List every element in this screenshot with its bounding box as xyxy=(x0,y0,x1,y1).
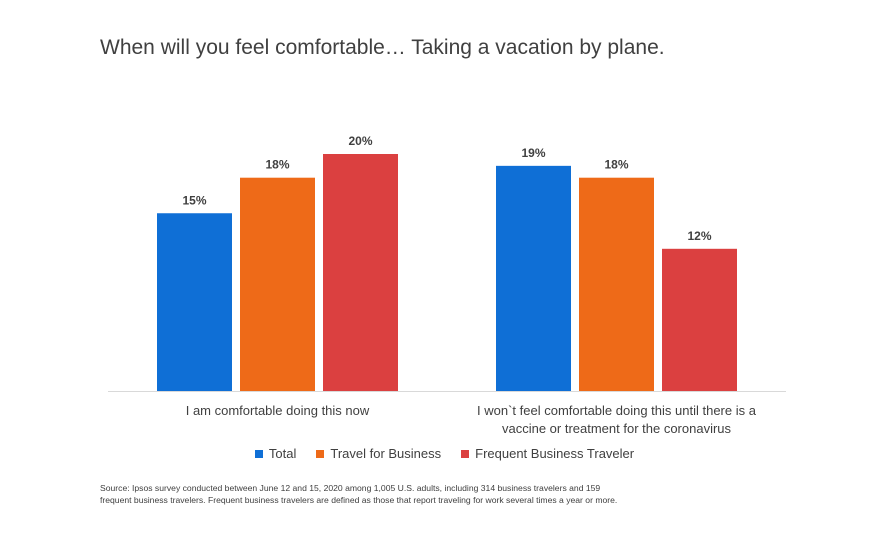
bar xyxy=(240,177,315,391)
data-label: 18% xyxy=(265,158,289,172)
bar xyxy=(579,177,654,391)
legend-swatch-frequent-business-traveler xyxy=(461,449,470,458)
legend-item-total: Total xyxy=(254,446,297,461)
source-line: Source: Ipsos survey conducted between J… xyxy=(100,483,601,493)
legend-item-travel-for-business: Travel for Business xyxy=(316,446,441,461)
legend-swatch-travel-for-business xyxy=(316,449,325,458)
data-label: 20% xyxy=(348,134,372,148)
legend-item-frequent-business-traveler: Frequent Business Traveler xyxy=(461,446,634,461)
bar xyxy=(157,213,232,391)
data-label: 12% xyxy=(687,229,711,243)
category-label: I won`t feel comfortable doing this unti… xyxy=(477,403,757,418)
data-label: 15% xyxy=(182,193,206,207)
source-line: frequent business travelers. Frequent bu… xyxy=(100,495,618,505)
legend-label-frequent-business-traveler: Frequent Business Traveler xyxy=(475,446,635,461)
legend-swatch-total xyxy=(254,449,263,458)
legend-label-total: Total xyxy=(268,446,297,461)
legend-label-travel-for-business: Travel for Business xyxy=(330,446,442,461)
legend: Total Travel for Business Frequent Busin… xyxy=(0,446,889,461)
bar xyxy=(496,165,571,391)
category-label: I am comfortable doing this now xyxy=(186,403,370,418)
bar xyxy=(323,154,398,391)
category-label: vaccine or treatment for the coronavirus xyxy=(502,421,732,436)
bar xyxy=(662,248,737,391)
data-label: 18% xyxy=(604,158,628,172)
chart-title: When will you feel comfortable… Taking a… xyxy=(100,36,665,59)
source-note: Source: Ipsos survey conducted between J… xyxy=(100,482,800,506)
data-label: 19% xyxy=(521,146,545,160)
